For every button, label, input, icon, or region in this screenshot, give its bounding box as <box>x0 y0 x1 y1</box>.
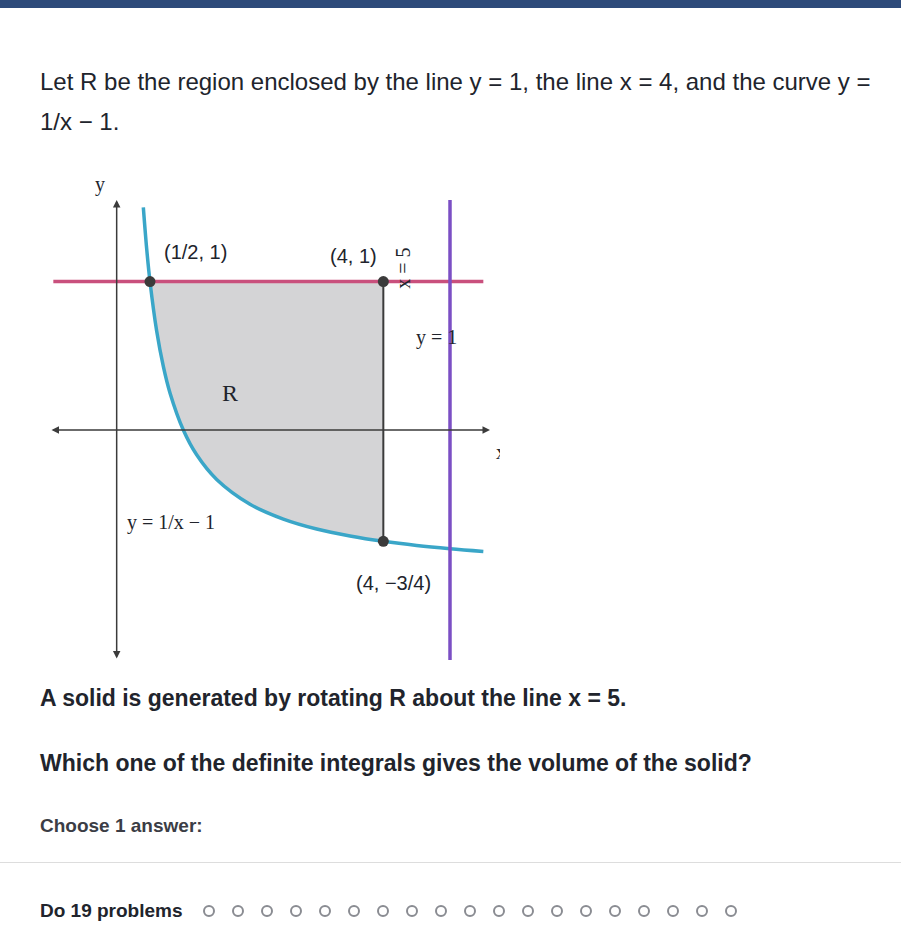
svg-text:y = 1: y = 1 <box>416 326 457 349</box>
html-text:Choose 1 answer:: Choose 1 answer: <box>40 815 203 836</box>
html-text:Which one of the definite inte: Which one of the definite integrals give… <box>40 750 752 776</box>
html-text:A solid is generated by rotati: A solid is generated by rotating R about… <box>40 685 627 711</box>
svg-text:R: R <box>222 380 238 406</box>
html-text:Do 19 problems: Do 19 problems <box>40 900 183 921</box>
html-text:Let R be the region enclosed b: Let R be the region enclosed by the line… <box>40 68 871 135</box>
svg-text:(4, −3/4): (4, −3/4) <box>356 572 431 594</box>
svg-text:x = 5: x = 5 <box>392 247 414 288</box>
svg-text:(1/2, 1): (1/2, 1) <box>164 241 227 263</box>
svg-text:(4, 1): (4, 1) <box>330 245 377 267</box>
svg-text:x: x <box>496 441 500 463</box>
svg-text:y = 1/x − 1: y = 1/x − 1 <box>127 511 215 534</box>
svg-text:y: y <box>95 173 105 196</box>
